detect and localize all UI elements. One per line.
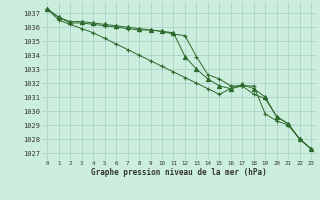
X-axis label: Graphe pression niveau de la mer (hPa): Graphe pression niveau de la mer (hPa): [91, 168, 267, 177]
